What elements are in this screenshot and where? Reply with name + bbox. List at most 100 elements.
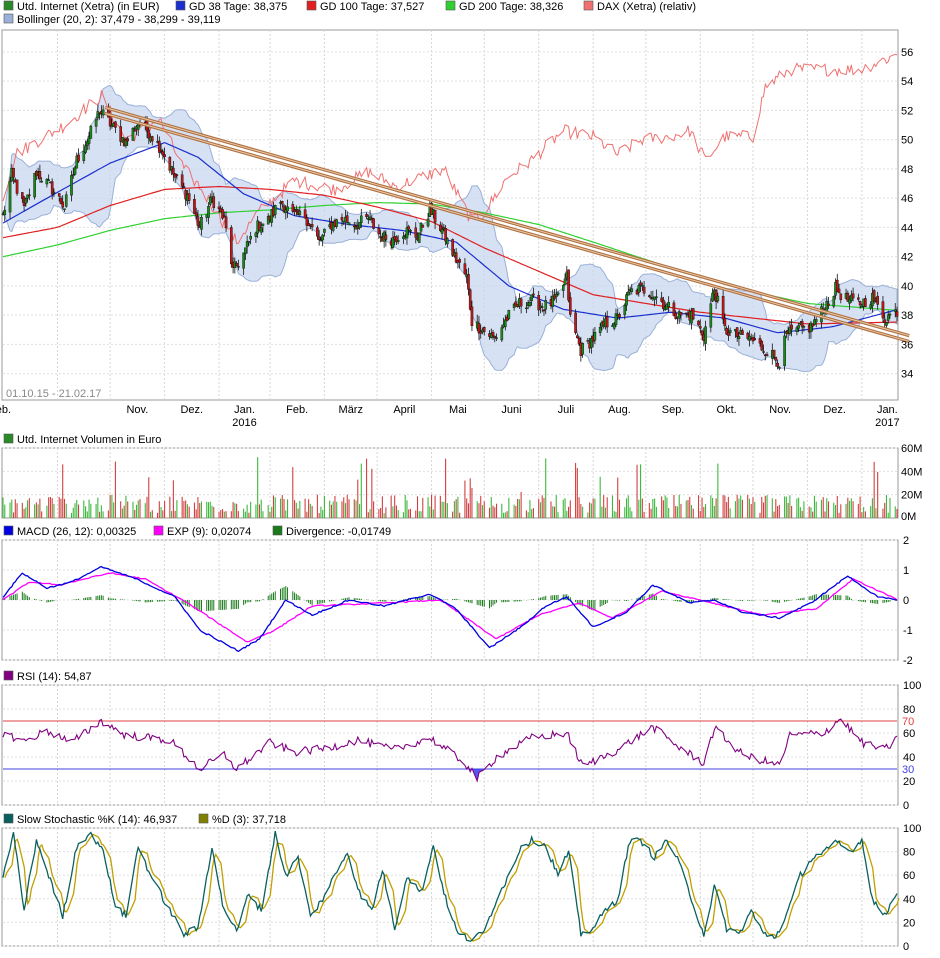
candle-body [323, 228, 326, 233]
candle-body [561, 285, 565, 291]
candle-body [405, 227, 409, 239]
y-tick-label: 1 [903, 565, 909, 577]
candle-body [758, 338, 762, 344]
legend-swatch-square-icon [3, 813, 14, 824]
legend-swatch-square-icon [175, 0, 186, 11]
stoch-legend: Slow Stochastic %K (14): 46,937 %D (3): 3… [3, 813, 286, 826]
candle-body [282, 205, 286, 212]
candle-body [96, 111, 100, 119]
candle-body [8, 181, 12, 213]
candle-body [131, 128, 135, 141]
stoch-frame [1, 827, 899, 947]
candle-body [172, 167, 175, 175]
price-legend: Utd. Internet (Xetra) (in EUR) GD 38 Tage… [3, 0, 696, 13]
candle-body [212, 196, 216, 208]
candle-body [655, 296, 658, 299]
rsi-line [2, 718, 898, 783]
candle-body [495, 337, 498, 339]
trendlines [104, 105, 910, 344]
candle-body [491, 332, 495, 336]
candle-body [3, 209, 7, 216]
legend-swatch-square-icon [3, 0, 14, 11]
candle-body [741, 330, 744, 335]
candle-body [409, 229, 412, 232]
rsi-grid [3, 684, 897, 806]
candle-body [605, 316, 609, 328]
candle-body [75, 155, 79, 169]
x-tick-label: Juli [558, 404, 575, 416]
legend-label: DAX (Xetra) (relativ) [597, 1, 696, 13]
candle-body [893, 309, 897, 312]
legend-label: Bollinger (20, 2): 37,479 - 38,299 - 39,… [17, 14, 220, 26]
x-tick-label: Feb. [286, 404, 308, 416]
x-tick-label: Dez. [823, 404, 846, 416]
candle-body [89, 125, 93, 139]
candle-body [310, 224, 314, 228]
trendline-highlight [104, 107, 910, 337]
candle-body [778, 367, 781, 369]
candle-body [175, 174, 179, 176]
candle-body [230, 227, 233, 265]
candle-body [133, 129, 137, 132]
candle-body [159, 149, 163, 152]
y-tick-label: 0 [903, 595, 909, 607]
candle-body [477, 323, 481, 334]
candle-body [835, 279, 839, 292]
candle-body [716, 295, 720, 302]
candle-body [358, 222, 361, 229]
candle-body [721, 296, 725, 320]
stoch-d-line [4, 833, 900, 942]
candle-body [417, 232, 421, 243]
x-tick-label: Okt. [717, 404, 737, 416]
candle-body [84, 145, 87, 153]
candle-body [577, 338, 581, 345]
y-tick-label: 52 [901, 105, 913, 117]
price-y-ticks: 34 36 38 40 42 44 46 48 50 52 54 56 [901, 47, 913, 381]
candle-body [542, 309, 546, 312]
candle-body [237, 266, 240, 268]
legend-label: %D (3): 37,718 [212, 814, 286, 826]
y-tick-label: 36 [901, 339, 913, 351]
candle-body [377, 227, 381, 235]
candle-body [303, 209, 307, 219]
candle-body [556, 292, 560, 295]
candle-body [414, 227, 418, 238]
macd-line [2, 565, 898, 653]
legend-swatch-square-icon [153, 525, 164, 536]
candle-body [648, 295, 651, 297]
rsi-line [2, 718, 898, 783]
candle-body [625, 294, 628, 306]
candle-body [482, 327, 486, 332]
macd-frame [1, 539, 899, 661]
candle-body [790, 324, 793, 330]
candle-body [193, 199, 196, 214]
x-tick-label: Mai [449, 404, 467, 416]
x-tick-label: Sep. [662, 404, 685, 416]
candle-body [762, 351, 765, 353]
volume-grid [3, 447, 897, 518]
candle-body [514, 301, 518, 307]
y-tick-label: 0 [903, 800, 909, 812]
candle-body [642, 286, 646, 294]
gd38-line [2, 141, 898, 334]
candle-body [795, 327, 799, 332]
candle-body [725, 327, 728, 335]
candle-body [839, 293, 843, 300]
candle-body [857, 297, 860, 300]
y-tick-label: -2 [903, 655, 913, 667]
candle-body [848, 299, 851, 304]
candle-body [698, 326, 702, 329]
bollinger-band-area [2, 84, 898, 373]
candle-body [618, 314, 621, 318]
candle-body [396, 240, 400, 243]
candle-body [444, 228, 447, 242]
candle-body [728, 329, 732, 334]
candle-body [321, 234, 324, 241]
candle-body [407, 226, 411, 230]
candle-body [886, 314, 890, 321]
candle-body [87, 136, 91, 144]
x-tick-label: Jan. [877, 404, 898, 416]
candle-body [295, 208, 298, 211]
